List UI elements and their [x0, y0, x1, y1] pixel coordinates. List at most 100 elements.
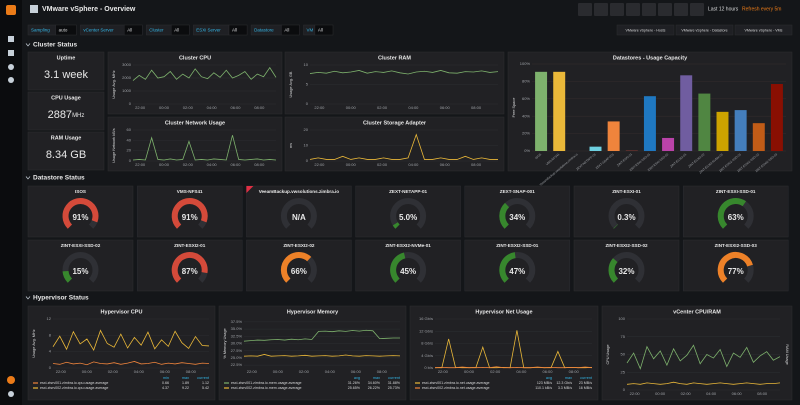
y-tick-label: 16 Gb/s	[419, 316, 433, 321]
row-chevron[interactable]	[25, 296, 31, 300]
gauge-arc	[62, 198, 99, 229]
zoom-out-button[interactable]	[674, 3, 688, 16]
variable-value[interactable]: auto	[59, 28, 68, 33]
variable-select[interactable]	[314, 24, 334, 36]
legend-stat: 1.12	[202, 381, 209, 385]
gauge-value: 5.0%	[399, 213, 417, 222]
time-back-button[interactable]	[690, 3, 704, 16]
grafana-logo[interactable]	[6, 5, 16, 15]
legend-entry[interactable]: esxi-ztsrv001.zimbra.io.mem.usage.averag…	[231, 381, 302, 385]
x-tick-label: 02:00	[108, 369, 119, 374]
help-icon[interactable]	[8, 391, 14, 397]
legend-stat: 31.26%	[348, 381, 361, 385]
dashboard-link[interactable]	[616, 24, 675, 36]
config-icon[interactable]	[8, 77, 14, 83]
legend-entry[interactable]: esxi-ztsrv002.zimbra.io.cpu.usage.averag…	[40, 386, 108, 390]
row-chevron[interactable]	[25, 43, 31, 47]
legend-swatch	[33, 387, 38, 389]
gauge-value: 15%	[72, 267, 88, 276]
star-button[interactable]	[594, 3, 608, 16]
variable-select[interactable]	[228, 24, 248, 36]
variable-label: ESXi Server	[196, 28, 221, 33]
gauge-value: 32%	[618, 267, 634, 276]
series-line	[309, 70, 499, 75]
panel	[682, 185, 789, 238]
add-panel-button[interactable]	[578, 3, 592, 16]
alerts-icon[interactable]	[8, 64, 14, 70]
y-tick-label: 0	[306, 101, 309, 106]
variable-value[interactable]: All	[232, 28, 237, 33]
legend-entry[interactable]: esxi-ztsrv001.zimbra.io.net.usage.averag…	[422, 381, 490, 385]
stat-value: 3.1 week	[44, 69, 89, 81]
x-tick-label: 22:00	[56, 369, 67, 374]
row-chevron[interactable]	[25, 176, 31, 180]
gauge-title: VMS-NFS41	[177, 189, 203, 194]
gauge-title: ZINT-ESXI2-02	[283, 243, 315, 248]
panel-title: Cluster Network Usage	[165, 120, 225, 126]
dashboards-icon[interactable]	[8, 50, 14, 56]
variable-select[interactable]	[55, 24, 77, 36]
legend-stat: 0.66	[162, 381, 169, 385]
time-range[interactable]: Last 12 hours	[708, 6, 739, 12]
y-tick-label: 0	[623, 387, 626, 392]
dashboard-link-text[interactable]: VMware vSphere - Datastore	[681, 28, 727, 32]
x-tick-label: 08:00	[471, 162, 482, 167]
legend-stat: 4.37	[162, 386, 169, 390]
variable-value[interactable]: All	[174, 28, 179, 33]
y-tick-label: 40	[127, 137, 132, 142]
variable-label: Cluster	[149, 28, 164, 33]
legend-column-header: avg	[546, 376, 552, 380]
panel	[246, 185, 352, 238]
legend-entry[interactable]: esxi-ztsrv001.zimbra.io.cpu.usage.averag…	[40, 381, 108, 385]
variable-value[interactable]: All	[284, 28, 289, 33]
stat-title: CPU Usage	[51, 95, 81, 101]
legend-entry[interactable]: esxi-ztsrv002.zimbra.io.mem.usage.averag…	[231, 386, 302, 390]
y-tick-label: 3000	[122, 62, 132, 67]
legend-stat: 1.89	[182, 381, 189, 385]
variable-value[interactable]: All	[127, 28, 132, 33]
dashboard-link[interactable]	[675, 24, 734, 36]
dashboard-link-text[interactable]: VMware vSphere - VMs	[745, 28, 783, 32]
x-tick-label: 00:00	[159, 162, 170, 167]
x-tick-label: ISOS	[534, 152, 542, 160]
gauge-title: ZINT-ESXI2-SSD-02	[605, 243, 648, 248]
row-title[interactable]: Hypervisor Status	[33, 295, 89, 302]
x-tick-label: 22:00	[135, 162, 146, 167]
x-tick-label: 04:00	[325, 369, 336, 374]
variable-select[interactable]	[123, 24, 143, 36]
user-avatar[interactable]	[7, 376, 15, 384]
x-tick-label: 02:00	[681, 391, 692, 396]
legend-entry[interactable]: esxi-ztsrv002.zimbra.io.net.usage.averag…	[422, 386, 490, 390]
variable-value[interactable]: All	[318, 28, 323, 33]
dashboard-link[interactable]	[734, 24, 793, 36]
x-tick-label: 02:00	[377, 162, 388, 167]
dashboard-link-text[interactable]: VMware vSphere - Hosts	[626, 28, 666, 32]
row-title[interactable]: Datastore Status	[33, 175, 85, 182]
row-title[interactable]: Cluster Status	[33, 42, 77, 49]
variable-select[interactable]	[170, 24, 190, 36]
bar	[643, 96, 656, 151]
y-axis-label: % Memory Usage	[223, 328, 227, 358]
dashboard-title[interactable]: VMware vSphere - Overview	[42, 6, 136, 13]
variable-label: Sampling	[31, 28, 50, 33]
y-tick-label: 37.5%	[231, 319, 243, 324]
cycle-view-button[interactable]	[658, 3, 672, 16]
gauge-arc	[280, 252, 312, 283]
save-button[interactable]	[626, 3, 640, 16]
variable-select[interactable]	[281, 24, 300, 36]
y-axis-label: Usage Avg. GB	[289, 71, 293, 97]
gauge-title: ZEXT-SNAP-001	[500, 189, 535, 194]
refresh-interval[interactable]: Refresh every 5m	[742, 6, 781, 12]
gauge-arc	[62, 270, 73, 283]
legend-column-header: current	[197, 376, 210, 380]
share-button[interactable]	[610, 3, 624, 16]
y-axis-label: Free Space	[512, 98, 516, 118]
add-icon[interactable]	[8, 36, 14, 42]
x-tick-label: 06:00	[160, 369, 171, 374]
series-line	[243, 354, 401, 357]
settings-button[interactable]	[642, 3, 656, 16]
y-tick-label: 2000	[122, 75, 132, 80]
y-axis-label: Usage Avg. MHz	[112, 70, 116, 98]
y-tick-label: 0	[129, 158, 132, 163]
panel	[355, 239, 461, 292]
